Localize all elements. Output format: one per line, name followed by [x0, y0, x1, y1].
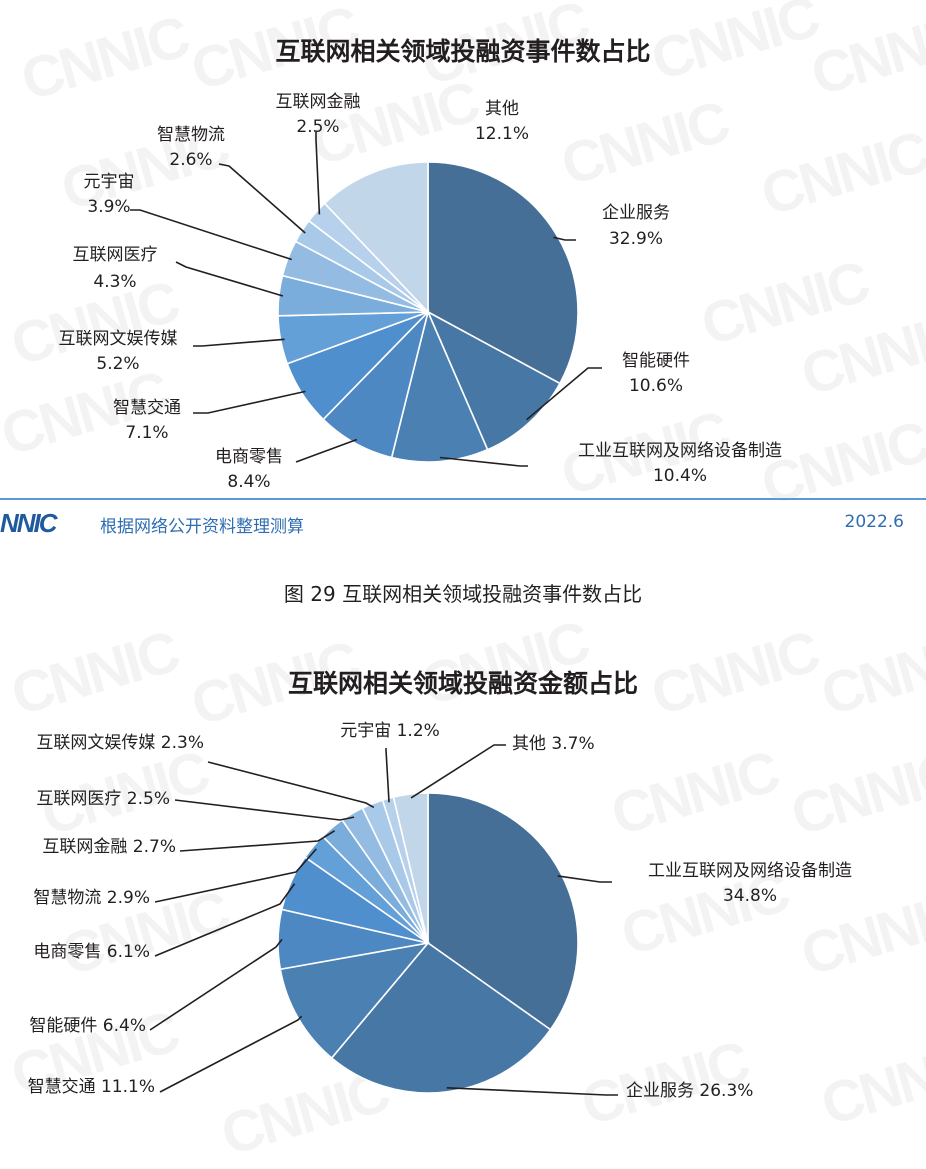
leader-line	[174, 799, 355, 821]
slice-label: 元宇宙	[84, 172, 135, 192]
slice-label: 智慧交通 11.1%	[28, 1077, 155, 1097]
data-label: 7.1%	[125, 423, 168, 443]
source-bar: NNIC 根据网络公开资料整理测算 2022.6	[0, 498, 926, 540]
pie-slice	[390, 309, 489, 463]
leader-line	[410, 744, 506, 799]
pie-slice	[392, 792, 429, 944]
slice-label: 电商零售 6.1%	[33, 942, 150, 962]
leader-line	[207, 761, 375, 809]
slice-label: 智慧交通	[113, 398, 181, 418]
slice-label: 智慧物流 2.9%	[33, 888, 150, 908]
pie-slice	[426, 310, 561, 451]
chart1-pie: 企业服务 32.9% 智能硬件 10.6% 工业互联网及网络设备制造 10.4% 电商零售 8…	[59, 92, 783, 492]
chart2-pie: 工业互联网及网络设备制造 34.8% 企业服务 26.3% 智慧交通 11.1% 智能硬…	[28, 721, 852, 1101]
leader-line	[385, 748, 390, 803]
slice-label: 电商零售	[215, 447, 283, 467]
slice-label: 其他 3.7%	[512, 734, 595, 754]
leader-line	[526, 367, 602, 421]
chart1-title: 互联网相关领域投融资事件数占比	[275, 37, 651, 66]
slice-label: 互联网金融 2.7%	[42, 837, 176, 857]
leader-line	[159, 1015, 303, 1093]
pie-slice	[323, 161, 429, 315]
slice-label: 互联网文娱传媒	[59, 329, 178, 349]
data-label: 3.9%	[87, 197, 130, 217]
leader-line	[130, 209, 293, 261]
slice-label: 智能硬件 6.4%	[29, 1016, 146, 1036]
data-label: 12.1%	[475, 124, 529, 144]
pie-slice	[279, 941, 431, 1060]
chart2-title: 互联网相关领域投融资金额占比	[287, 669, 638, 698]
data-label: 5.2%	[96, 354, 139, 374]
leader-line	[295, 438, 358, 463]
slice-label: 元宇宙 1.2%	[340, 721, 440, 741]
data-label: 10.6%	[629, 376, 683, 396]
leader-line	[154, 883, 296, 957]
leader-line	[193, 338, 285, 347]
pie-slice	[427, 161, 579, 385]
source-date: 2022.6	[844, 512, 904, 532]
data-label: 2.5%	[296, 117, 339, 137]
slice-label: 互联网医疗 2.5%	[36, 789, 170, 809]
leader-line	[446, 1086, 618, 1096]
figure-caption: 图 29 互联网相关领域投融资事件数占比	[283, 582, 643, 606]
slice-label: 工业互联网及网络设备制造	[578, 441, 782, 461]
cnnic-logo: NNIC	[0, 508, 58, 538]
data-label: 4.3%	[93, 272, 136, 292]
leader-line	[193, 390, 306, 414]
slice-label: 互联网医疗	[73, 245, 158, 265]
leader-line	[439, 456, 528, 467]
slice-label: 工业互联网及网络设备制造	[648, 861, 852, 881]
leader-line	[218, 163, 306, 234]
leader-line	[149, 938, 283, 1031]
pie-slice	[330, 941, 552, 1094]
leader-line	[557, 875, 612, 883]
slice-label: 互联网金融	[276, 92, 361, 112]
data-label: 2.6%	[169, 150, 212, 170]
leader-line	[179, 830, 336, 852]
data-label: 10.4%	[653, 466, 707, 486]
slice-label: 企业服务	[602, 203, 670, 223]
slice-label: 智慧物流	[157, 125, 225, 145]
pie-slice	[427, 792, 579, 1031]
slice-label: 互联网文娱传媒 2.3%	[36, 733, 204, 753]
slice-label: 企业服务 26.3%	[626, 1081, 753, 1101]
leader-line	[553, 236, 576, 241]
slice-label: 智能硬件	[622, 351, 690, 371]
leader-line	[175, 261, 284, 297]
data-label: 32.9%	[609, 229, 663, 249]
leader-line	[154, 848, 317, 903]
leader-line	[315, 132, 321, 215]
slice-label: 其他	[485, 99, 519, 119]
source-note: 根据网络公开资料整理测算	[100, 517, 304, 537]
data-label: 8.4%	[227, 472, 270, 492]
data-label: 34.8%	[723, 886, 777, 906]
